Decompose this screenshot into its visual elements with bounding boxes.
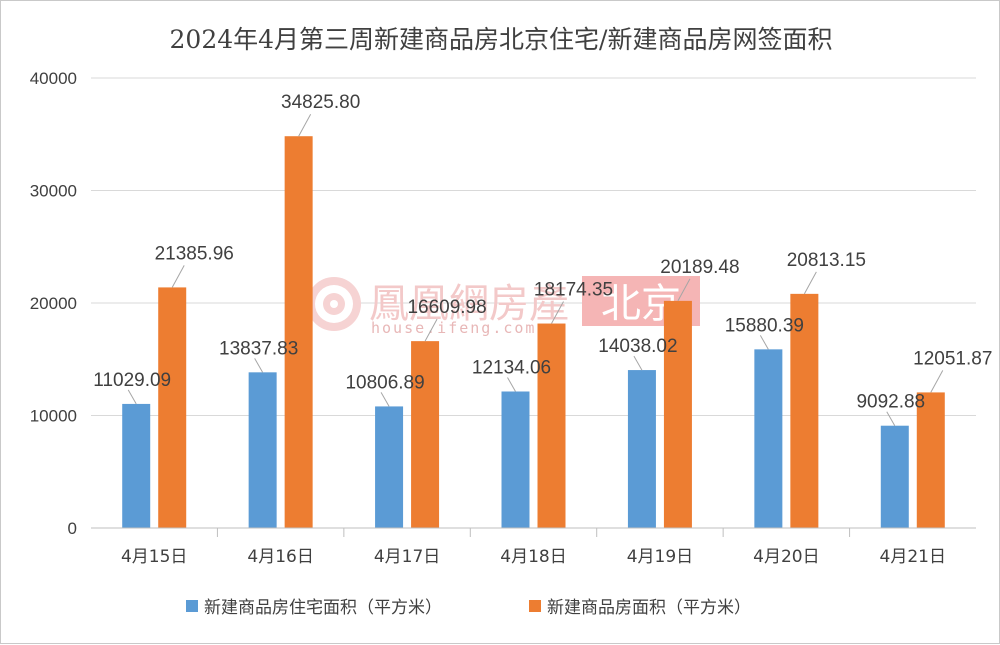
bar-commercial[interactable] [663,300,692,528]
gridlines [91,77,976,416]
bar-residential[interactable] [501,391,530,528]
chart-title: 2024年4月第三周新建商品房北京住宅/新建商品房网签面积 [170,25,833,54]
data-label-residential: 12134.06 [472,357,551,378]
y-tick-label: 10000 [30,407,77,426]
data-label-residential: 10806.89 [345,372,424,393]
bar-residential[interactable] [627,370,656,528]
watermark: 鳳凰網房產 house.ifeng.com 北京 [307,276,700,337]
bar-commercial[interactable] [537,323,566,528]
x-tick-label: 4月18日 [500,547,566,567]
y-tick-label: 40000 [30,69,77,88]
watermark-site: house.ifeng.com [371,319,536,337]
x-tick-label: 4月16日 [247,547,313,567]
leader-line [930,370,944,393]
bar-residential[interactable] [375,406,404,528]
bar-commercial[interactable] [284,136,313,528]
data-label-commercial: 20189.48 [660,257,739,278]
y-tick-label: 0 [68,519,77,538]
x-axis-ticks: 4月15日 4月16日 4月17日 4月18日 4月19日 4月20日 4月21日 [121,528,946,567]
leader-line [507,377,516,392]
bar-residential[interactable] [880,425,909,528]
data-label-residential: 11029.09 [93,370,171,391]
x-tick-label: 4月15日 [121,547,187,567]
x-tick-label: 4月21日 [880,547,946,567]
data-label-residential: 14038.02 [598,336,677,357]
leader-lines [127,113,944,426]
leader-line [633,355,643,371]
bar-commercial[interactable] [158,287,187,528]
legend-label-commercial: 新建商品房面积（平方米） [547,598,751,618]
y-axis-ticks: 0 10000 20000 30000 40000 [30,69,77,538]
leader-line [380,392,390,407]
leader-line [886,411,896,426]
leader-line [298,113,312,137]
y-tick-label: 20000 [30,294,77,313]
bar-residential[interactable] [122,403,151,528]
data-labels: 11029.09 13837.83 10806.89 12134.06 14038.02… [93,92,992,412]
legend-swatch-commercial [529,600,541,612]
x-tick-label: 4月20日 [753,547,819,567]
legend: 新建商品房住宅面积（平方米） 新建商品房面积（平方米） [186,598,751,618]
x-tick-label: 4月17日 [374,547,440,567]
leader-line [254,358,264,373]
data-label-commercial: 20813.15 [787,250,866,271]
watermark-brand: 鳳凰網房產 [369,281,569,327]
leader-line [551,301,564,324]
bar-commercial[interactable] [916,392,945,528]
data-label-commercial: 16609.98 [407,297,486,318]
leader-line [759,335,769,350]
legend-label-residential: 新建商品房住宅面积（平方米） [204,598,442,618]
bar-residential[interactable] [754,349,783,528]
legend-item-commercial[interactable]: 新建商品房面积（平方米） [529,598,751,618]
data-label-commercial: 12051.87 [913,348,992,369]
y-tick-label: 30000 [30,182,77,201]
x-tick-label: 4月19日 [627,547,693,567]
data-label-commercial: 21385.96 [155,243,234,264]
data-label-residential: 13837.83 [219,338,298,359]
legend-item-residential[interactable]: 新建商品房住宅面积（平方米） [186,598,442,618]
legend-swatch-residential [186,600,198,612]
data-label-residential: 15880.39 [725,315,804,336]
leader-line [803,271,817,295]
bar-residential[interactable] [248,372,277,528]
ifeng-logo-icon [307,277,361,331]
data-label-commercial: 34825.80 [281,92,360,113]
data-label-residential: 9092.88 [856,392,925,413]
bar-commercial[interactable] [790,293,819,528]
leader-line [424,318,438,342]
leader-line [171,265,185,288]
leader-line [127,389,137,405]
bars [122,136,945,528]
data-label-commercial: 18174.35 [534,280,613,301]
leader-line [677,278,691,302]
bar-commercial[interactable] [411,341,440,528]
